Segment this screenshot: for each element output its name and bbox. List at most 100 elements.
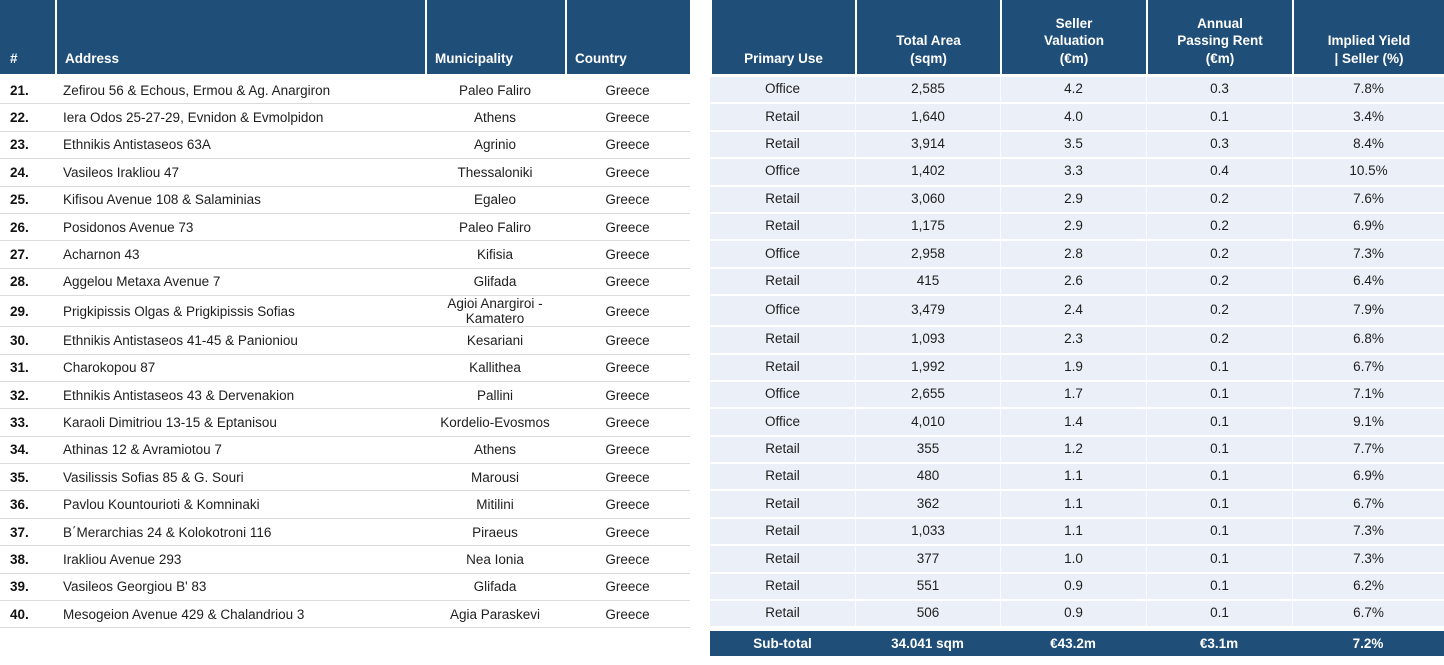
cell-country: Greece (565, 268, 690, 297)
cell-country: Greece (565, 409, 690, 437)
cell-gap (690, 268, 710, 297)
cell-implied-yield: 7.9% (1292, 296, 1444, 328)
cell-municipality: Kifisia (425, 241, 565, 269)
cell-gap (690, 131, 710, 160)
cell-total-area: 2,655 (855, 381, 1000, 410)
column-header-seller-valuation: Seller Valuation (€m) (1000, 0, 1146, 74)
subtotal-total-area: 34.041 sqm (855, 631, 1000, 657)
cell-implied-yield: 6.9% (1292, 464, 1444, 492)
cell-total-area: 355 (855, 436, 1000, 465)
cell-country: Greece (565, 77, 690, 105)
cell-primary-use: Office (710, 296, 855, 328)
table-row: 23. Ethnikis Antistaseos 63A Agrinio Greece… (0, 131, 1444, 160)
cell-seller-valuation: 0.9 (1000, 573, 1146, 602)
cell-annual-rent: 0.2 (1146, 268, 1292, 297)
cell-number: 36. (0, 491, 55, 519)
cell-country: Greece (565, 436, 690, 465)
cell-primary-use: Office (710, 409, 855, 437)
cell-primary-use: Office (710, 159, 855, 187)
table-row: 29. Prigkipissis Olgas & Prigkipissis Sof… (0, 296, 1444, 328)
cell-total-area: 1,640 (855, 104, 1000, 132)
cell-municipality: Kordelio-Evosmos (425, 409, 565, 437)
cell-country: Greece (565, 296, 690, 328)
cell-seller-valuation: 4.0 (1000, 104, 1146, 132)
cell-implied-yield: 6.4% (1292, 268, 1444, 297)
cell-municipality: Marousi (425, 464, 565, 492)
cell-municipality: Glifada (425, 268, 565, 297)
subtotal-seller-valuation: €43.2m (1000, 631, 1146, 657)
cell-gap (690, 573, 710, 602)
cell-primary-use: Retail (710, 104, 855, 132)
cell-municipality: Agioi Anargiroi - Kamatero (425, 296, 565, 328)
cell-implied-yield: 6.7% (1292, 601, 1444, 629)
cell-annual-rent: 0.1 (1146, 573, 1292, 602)
cell-number: 28. (0, 268, 55, 297)
cell-annual-rent: 0.4 (1146, 159, 1292, 187)
cell-implied-yield: 10.5% (1292, 159, 1444, 187)
cell-total-area: 1,175 (855, 213, 1000, 242)
cell-number: 40. (0, 601, 55, 629)
subtotal-empty (565, 631, 690, 657)
cell-municipality: Egaleo (425, 186, 565, 214)
cell-number: 24. (0, 159, 55, 187)
cell-municipality: Kallithea (425, 354, 565, 382)
cell-annual-rent: 0.1 (1146, 436, 1292, 465)
cell-annual-rent: 0.2 (1146, 213, 1292, 242)
table-row: 26. Posidonos Avenue 73 Paleo Faliro Greece… (0, 213, 1444, 242)
cell-municipality: Nea Ionia (425, 546, 565, 574)
header-gap (690, 0, 710, 74)
cell-gap (690, 546, 710, 574)
cell-address: Karaoli Dimitriou 13-15 & Eptanisou (55, 409, 425, 437)
cell-total-area: 3,060 (855, 186, 1000, 214)
cell-annual-rent: 0.2 (1146, 327, 1292, 355)
cell-primary-use: Retail (710, 131, 855, 160)
cell-total-area: 362 (855, 491, 1000, 519)
cell-implied-yield: 3.4% (1292, 104, 1444, 132)
cell-annual-rent: 0.1 (1146, 546, 1292, 574)
cell-total-area: 377 (855, 546, 1000, 574)
cell-number: 38. (0, 546, 55, 574)
cell-total-area: 2,958 (855, 241, 1000, 269)
cell-seller-valuation: 1.1 (1000, 491, 1146, 519)
cell-address: Charokopou 87 (55, 354, 425, 382)
cell-country: Greece (565, 131, 690, 160)
cell-gap (690, 296, 710, 328)
cell-gap (690, 186, 710, 214)
cell-number: 25. (0, 186, 55, 214)
column-header-total-area: Total Area (sqm) (855, 0, 1000, 74)
cell-number: 33. (0, 409, 55, 437)
cell-country: Greece (565, 464, 690, 492)
column-header-municipality: Municipality (425, 0, 565, 74)
cell-seller-valuation: 0.9 (1000, 601, 1146, 629)
subtotal-row: Sub-total 34.041 sqm €43.2m €3.1m 7.2% (0, 631, 1444, 657)
table-row: 39. Vasileos Georgiou B' 83 Glifada Greece R… (0, 573, 1444, 602)
table-row: 33. Karaoli Dimitriou 13-15 & Eptanisou Ko… (0, 409, 1444, 437)
cell-implied-yield: 6.2% (1292, 573, 1444, 602)
table-row: 25. Kifisou Avenue 108 & Salaminias Egaleo… (0, 186, 1444, 214)
column-header-address: Address (55, 0, 425, 74)
subtotal-empty (0, 631, 55, 657)
cell-annual-rent: 0.1 (1146, 409, 1292, 437)
cell-municipality: Thessaloniki (425, 159, 565, 187)
cell-address: B΄Merarchias 24 & Kolokotroni 116 (55, 518, 425, 547)
table-body: 21. Zefirou 56 & Echous, Ermou & Ag. Anar… (0, 77, 1444, 629)
cell-primary-use: Retail (710, 354, 855, 382)
cell-country: Greece (565, 186, 690, 214)
cell-implied-yield: 6.8% (1292, 327, 1444, 355)
table-row: 27. Acharnon 43 Kifisia Greece Office 2,958 2.… (0, 241, 1444, 269)
cell-gap (690, 518, 710, 547)
cell-total-area: 1,093 (855, 327, 1000, 355)
cell-primary-use: Retail (710, 268, 855, 297)
cell-number: 26. (0, 213, 55, 242)
table-row: 24. Vasileos Irakliou 47 Thessaloniki Greec… (0, 159, 1444, 187)
cell-primary-use: Retail (710, 436, 855, 465)
cell-address: Iera Odos 25-27-29, Evnidon & Evmolpidon (55, 104, 425, 132)
cell-gap (690, 354, 710, 382)
cell-primary-use: Retail (710, 546, 855, 574)
table-row: 37. B΄Merarchias 24 & Kolokotroni 116 Pira… (0, 518, 1444, 547)
cell-gap (690, 491, 710, 519)
cell-primary-use: Retail (710, 327, 855, 355)
cell-municipality: Kesariani (425, 327, 565, 355)
cell-country: Greece (565, 354, 690, 382)
